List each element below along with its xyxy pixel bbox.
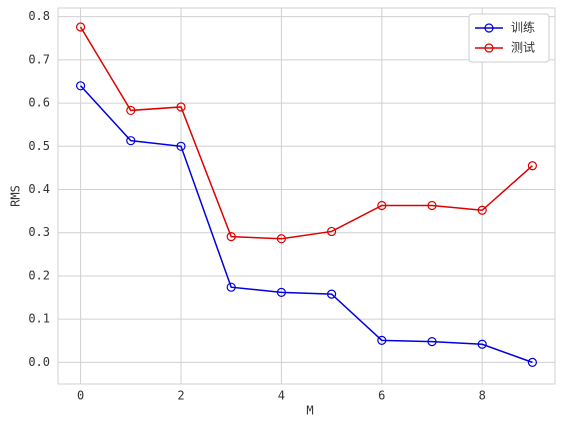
point-marker xyxy=(176,141,186,151)
y-axis-label: RMS xyxy=(9,185,23,207)
x-tick-label: 0 xyxy=(77,389,84,403)
point-marker xyxy=(75,81,86,91)
x-tick-label: 2 xyxy=(177,389,184,403)
point-marker xyxy=(126,105,136,116)
point-marker xyxy=(276,287,286,297)
point-marker xyxy=(527,357,538,367)
y-tick-label: 0.6 xyxy=(28,96,50,110)
y-tick-label: 0.7 xyxy=(28,52,50,66)
x-tick-label: 4 xyxy=(278,389,285,403)
legend-label: 测试 xyxy=(511,40,535,55)
x-axis-label: M xyxy=(306,404,313,418)
legend-label: 训练 xyxy=(511,20,535,35)
x-tick-label: 6 xyxy=(378,389,385,403)
point-marker xyxy=(327,226,337,237)
point-marker xyxy=(327,289,337,299)
point-marker xyxy=(427,200,437,211)
point-marker xyxy=(75,22,86,32)
point-marker xyxy=(377,200,387,211)
y-tick-label: 0.5 xyxy=(28,139,50,153)
legend-marker xyxy=(484,23,494,33)
point-marker xyxy=(527,161,538,171)
y-tick-label: 0.1 xyxy=(28,312,50,326)
y-tick-label: 0.0 xyxy=(28,355,50,369)
plot-frame xyxy=(57,7,556,385)
point-marker xyxy=(226,232,236,242)
y-tick-label: 0.8 xyxy=(28,9,50,23)
y-tick-label: 0.4 xyxy=(28,182,50,196)
legend-box xyxy=(468,13,550,63)
point-marker xyxy=(276,234,286,244)
series-line xyxy=(79,26,533,240)
series-line xyxy=(80,85,533,364)
point-marker xyxy=(377,335,387,345)
x-tick-label: 8 xyxy=(479,389,486,403)
y-tick-label: 0.3 xyxy=(28,225,50,239)
point-marker xyxy=(126,136,136,146)
y-tick-label: 0.2 xyxy=(28,268,50,282)
legend-marker xyxy=(484,43,494,53)
point-marker xyxy=(176,102,186,112)
point-marker xyxy=(427,337,437,347)
point-marker xyxy=(226,282,236,292)
point-marker xyxy=(477,205,487,215)
point-marker xyxy=(477,339,487,349)
